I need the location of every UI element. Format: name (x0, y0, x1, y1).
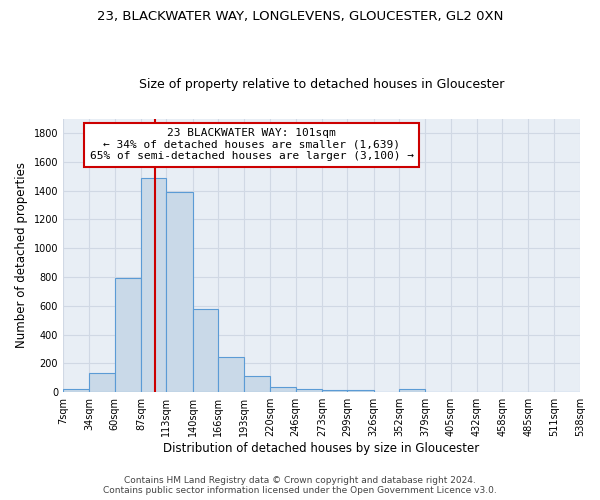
Bar (244, 376, 271, 392)
Bar (193, 310, 218, 392)
Bar (141, 178, 166, 392)
Bar (89, 374, 115, 392)
Title: Size of property relative to detached houses in Gloucester: Size of property relative to detached ho… (139, 78, 504, 91)
Bar (115, 278, 141, 392)
X-axis label: Distribution of detached houses by size in Gloucester: Distribution of detached houses by size … (163, 442, 479, 455)
Bar (218, 357, 244, 392)
Text: Contains HM Land Registry data © Crown copyright and database right 2024.
Contai: Contains HM Land Registry data © Crown c… (103, 476, 497, 495)
Bar (63, 390, 89, 392)
Bar (322, 390, 347, 392)
Text: 23, BLACKWATER WAY, LONGLEVENS, GLOUCESTER, GL2 0XN: 23, BLACKWATER WAY, LONGLEVENS, GLOUCEST… (97, 10, 503, 23)
Y-axis label: Number of detached properties: Number of detached properties (15, 162, 28, 348)
Bar (296, 388, 322, 392)
Text: 23 BLACKWATER WAY: 101sqm
← 34% of detached houses are smaller (1,639)
65% of se: 23 BLACKWATER WAY: 101sqm ← 34% of detac… (90, 128, 414, 162)
Bar (271, 387, 296, 392)
Bar (166, 192, 193, 392)
Bar (347, 390, 374, 392)
Bar (399, 390, 425, 392)
